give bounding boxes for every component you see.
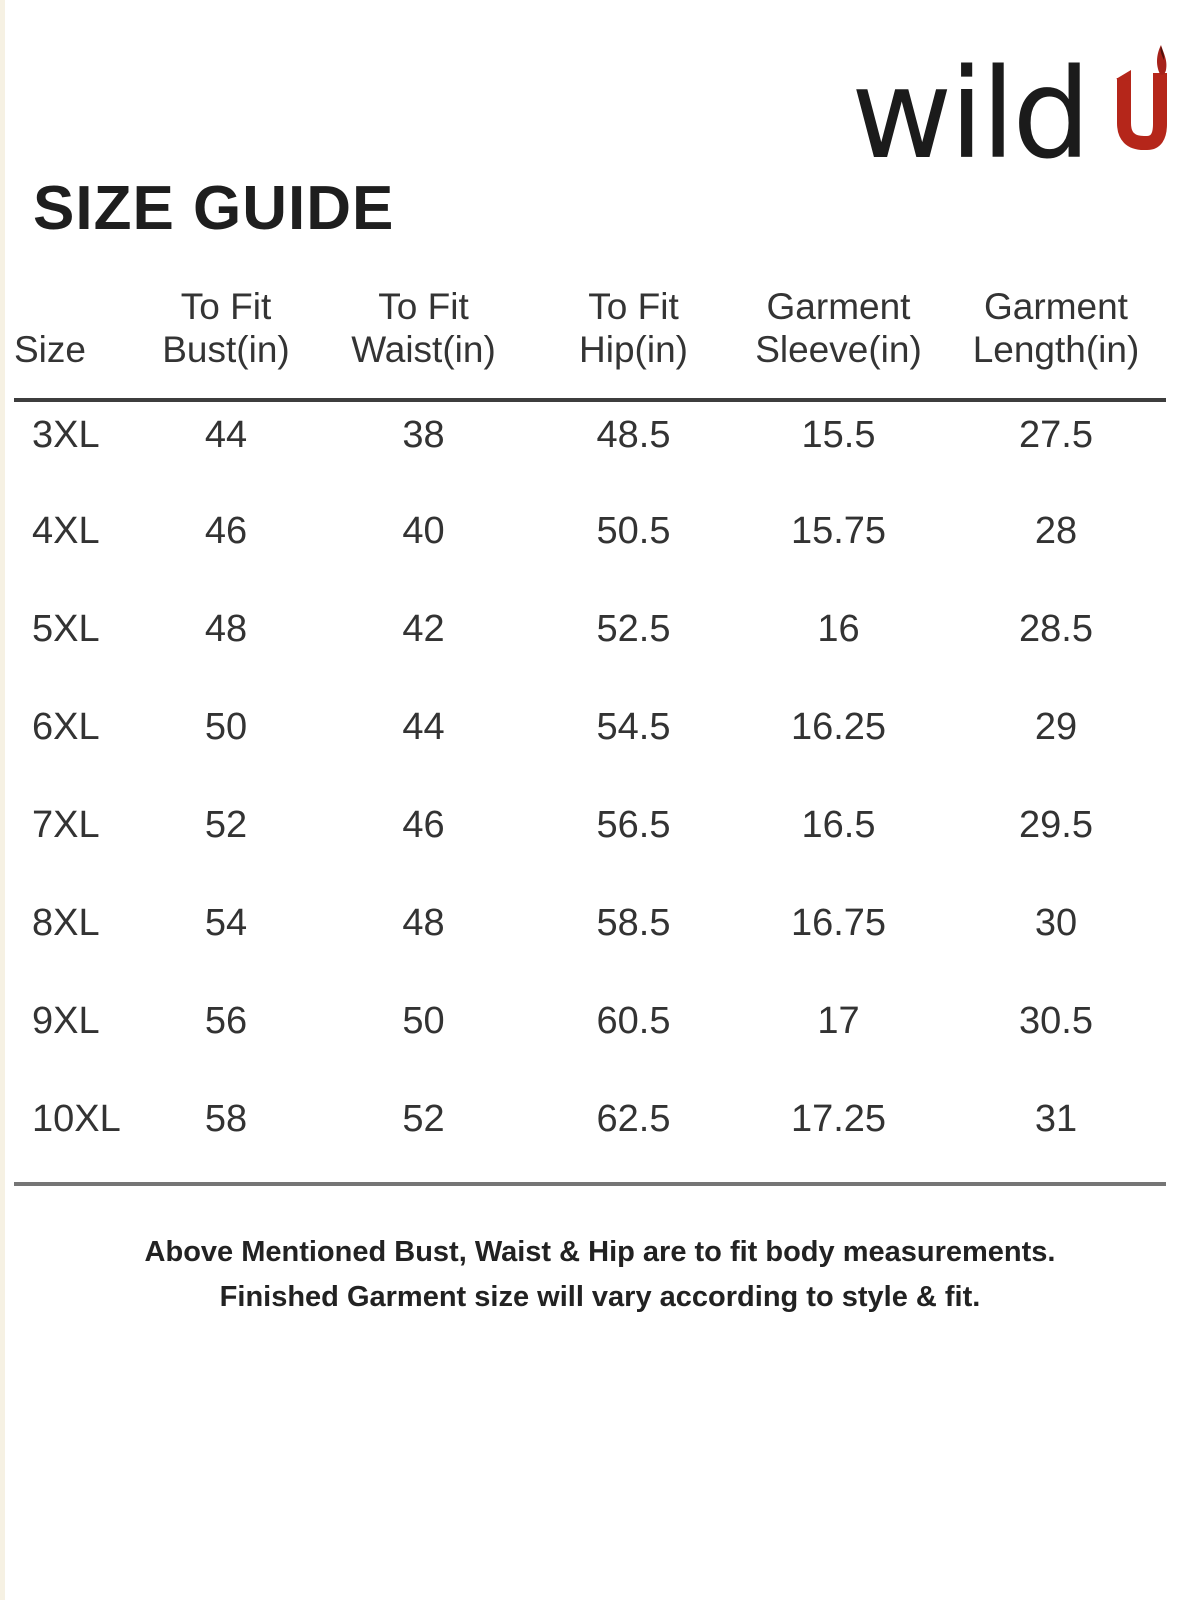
- brand-logo-u-icon: [1116, 45, 1167, 150]
- sleeve-cell: 16.5: [801, 804, 876, 846]
- page-title: SIZE GUIDE: [33, 174, 395, 243]
- col-header-length: Garment Length(in): [946, 268, 1166, 402]
- length-cell: 29: [1034, 706, 1078, 748]
- size-cell: 9XL: [32, 1000, 100, 1042]
- waist-cell: 46: [402, 804, 445, 846]
- length-cell: 28: [1034, 510, 1078, 552]
- header-label: Sleeve(in): [755, 329, 922, 371]
- table-row: 10XL 58 52 62.5 17.25 31: [14, 1086, 1166, 1184]
- col-header-waist: To Fit Waist(in): [311, 268, 536, 402]
- hip-cell: 60.5: [596, 1000, 671, 1042]
- header-row: Size To Fit Bust(in) To Fit Waist(in) To…: [14, 268, 1166, 402]
- size-cell: 6XL: [32, 706, 100, 748]
- sleeve-cell: 16.25: [790, 706, 887, 748]
- hip-cell: 56.5: [596, 804, 671, 846]
- hip-cell: 50.5: [596, 510, 671, 552]
- sleeve-cell: 17: [817, 1000, 860, 1042]
- length-cell: 30: [1034, 902, 1078, 944]
- length-cell: 28.5: [1019, 608, 1093, 650]
- size-cell: 5XL: [32, 608, 100, 650]
- table-row: 8XL 54 48 58.5 16.75 30: [14, 890, 1166, 988]
- hip-cell: 58.5: [596, 902, 671, 944]
- measurement-note-line1: Above Mentioned Bust, Waist & Hip are to…: [144, 1236, 1056, 1268]
- header-label: Waist(in): [351, 329, 496, 371]
- measurement-note-line2: Finished Garment size will vary accordin…: [219, 1280, 981, 1313]
- hip-cell: 48.5: [596, 414, 671, 456]
- size-guide-table: Size To Fit Bust(in) To Fit Waist(in) To…: [14, 268, 1166, 1186]
- sleeve-cell: 15.5: [801, 414, 876, 456]
- col-header-bust: To Fit Bust(in): [141, 268, 311, 402]
- size-cell: 10XL: [32, 1098, 121, 1140]
- waist-cell: 44: [402, 706, 445, 748]
- table-row: 5XL 48 42 52.5 16 28.5: [14, 596, 1166, 694]
- waist-cell: 50: [402, 1000, 445, 1042]
- bust-cell: 52: [204, 804, 248, 846]
- bust-cell: 48: [204, 608, 248, 650]
- header-label: Garment: [766, 286, 911, 328]
- table-row: 4XL 46 40 50.5 15.75 28: [14, 498, 1166, 596]
- header-label: Bust(in): [162, 329, 290, 371]
- waist-cell: 48: [402, 902, 445, 944]
- bust-cell: 58: [204, 1098, 248, 1140]
- table-row: 9XL 56 50 60.5 17 30.5: [14, 988, 1166, 1086]
- waist-cell: 40: [402, 510, 445, 552]
- length-cell: 29.5: [1019, 804, 1093, 846]
- waist-cell: 52: [402, 1098, 445, 1140]
- left-edge-strip: [0, 0, 5, 1600]
- sleeve-cell: 16: [817, 608, 860, 650]
- sleeve-cell: 15.75: [790, 510, 887, 552]
- length-cell: 31: [1034, 1098, 1078, 1140]
- waist-cell: 38: [402, 414, 445, 456]
- header-label: To Fit: [588, 286, 679, 328]
- header-label: Garment: [984, 286, 1128, 328]
- sleeve-cell: 17.25: [790, 1098, 887, 1140]
- col-header-sleeve: Garment Sleeve(in): [731, 268, 946, 402]
- size-cell: 7XL: [32, 804, 100, 846]
- col-header-size: Size: [14, 268, 141, 402]
- brand-logo-wordmark: wild: [850, 43, 1091, 187]
- size-cell: 8XL: [32, 902, 100, 944]
- hip-cell: 54.5: [596, 706, 671, 748]
- waist-cell: 42: [402, 608, 445, 650]
- bust-cell: 56: [204, 1000, 248, 1042]
- size-cell: 4XL: [32, 510, 100, 552]
- length-cell: 30.5: [1019, 1000, 1093, 1042]
- header-label: Hip(in): [579, 329, 688, 371]
- length-cell: 27.5: [1019, 414, 1093, 456]
- col-header-hip: To Fit Hip(in): [536, 268, 731, 402]
- brand-logo: wild: [851, 45, 1170, 177]
- hip-cell: 52.5: [596, 608, 671, 650]
- header-label: Length(in): [972, 329, 1140, 371]
- header-label: To Fit: [378, 286, 469, 328]
- bust-cell: 46: [204, 510, 248, 552]
- table-row: 7XL 52 46 56.5 16.5 29.5: [14, 792, 1166, 890]
- size-cell: 3XL: [32, 414, 100, 456]
- measurement-note: Above Mentioned Bust, Waist & Hip are to…: [0, 1230, 1200, 1320]
- table-row: 3XL 44 38 48.5 15.5 27.5: [14, 400, 1166, 498]
- sleeve-cell: 16.75: [790, 902, 887, 944]
- bust-cell: 50: [204, 706, 248, 748]
- bust-cell: 54: [204, 902, 248, 944]
- header-label: Size: [14, 329, 86, 371]
- bust-cell: 44: [204, 414, 248, 456]
- table-row: 6XL 50 44 54.5 16.25 29: [14, 694, 1166, 792]
- hip-cell: 62.5: [596, 1098, 671, 1140]
- header-label: To Fit: [180, 286, 272, 328]
